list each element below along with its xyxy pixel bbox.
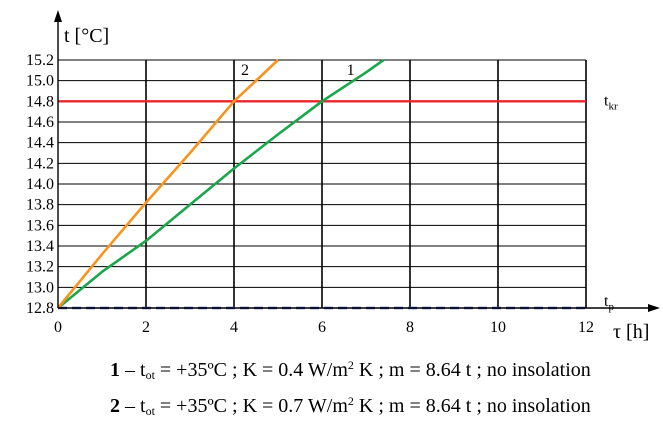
series-lines	[56, 58, 385, 310]
legend-num: 1	[110, 359, 120, 381]
y-tick-label: 13.8	[26, 197, 54, 214]
legend-num: 2	[110, 395, 120, 417]
y-tick-label: 13.6	[26, 217, 54, 234]
series-label-1: 1	[347, 62, 355, 79]
legend-text: K ; m = 8.64 t ; no insolation	[353, 395, 591, 417]
series-line-1	[57, 58, 385, 310]
x-tick-label: 2	[142, 319, 150, 336]
series-label-2: 2	[241, 62, 249, 79]
x-axis-arrow	[648, 304, 660, 312]
legend-text: K ; m = 8.64 t ; no insolation	[353, 359, 591, 381]
x-tick-label: 10	[490, 319, 506, 336]
y-tick-label: 13.4	[26, 238, 54, 255]
legend-text: – t	[120, 395, 146, 417]
y-axis-title: t [°C]	[64, 25, 109, 47]
legend: 1 – tot = +35ºC ; K = 0.4 W/m2 K ; m = 8…	[110, 352, 655, 424]
axes	[54, 10, 660, 312]
line-chart: 12.8 13.0 13.2 13.4 13.6 13.8 14.0 14.2 14.4 14.6…	[26, 10, 660, 343]
legend-entry-1: 1 – tot = +35ºC ; K = 0.4 W/m2 K ; m = 8…	[110, 352, 655, 388]
x-tick-label: 0	[54, 319, 62, 336]
x-axis-title: τ [h]	[613, 321, 649, 343]
y-tick-label: 15.0	[26, 73, 54, 90]
grid	[58, 59, 587, 309]
tick-labels: 12.8 13.0 13.2 13.4 13.6 13.8 14.0 14.2 14.4 14.6…	[26, 52, 594, 336]
legend-sub: ot	[145, 368, 155, 382]
legend-sub: ot	[145, 404, 155, 418]
x-tick-label: 12	[578, 319, 594, 336]
legend-text: = +35ºC ; K = 0.7 W/m	[154, 395, 348, 417]
reference-line-label: tp	[604, 293, 614, 313]
x-tick-label: 8	[406, 319, 414, 336]
y-tick-label: 14.8	[26, 93, 54, 110]
legend-sup: 2	[347, 394, 354, 408]
y-axis-arrow	[54, 10, 62, 22]
reference-line-label: tkr	[604, 92, 618, 112]
series-line-2	[56, 59, 279, 309]
legend-entry-2: 2 – tot = +35ºC ; K = 0.7 W/m2 K ; m = 8…	[110, 388, 655, 424]
x-tick-label: 6	[318, 319, 326, 336]
y-tick-label: 13.0	[26, 279, 54, 296]
y-tick-label: 13.2	[26, 259, 54, 276]
y-tick-label: 14.2	[26, 155, 54, 172]
legend-text: = +35ºC ; K = 0.4 W/m	[154, 359, 348, 381]
legend-text: – t	[120, 359, 146, 381]
legend-sup: 2	[347, 358, 354, 372]
y-tick-label: 15.2	[26, 52, 54, 69]
y-tick-label: 14.6	[26, 114, 54, 131]
y-tick-label: 14.4	[26, 135, 54, 152]
x-tick-label: 4	[230, 319, 238, 336]
y-tick-label: 12.8	[26, 300, 54, 317]
y-tick-label: 14.0	[26, 176, 54, 193]
